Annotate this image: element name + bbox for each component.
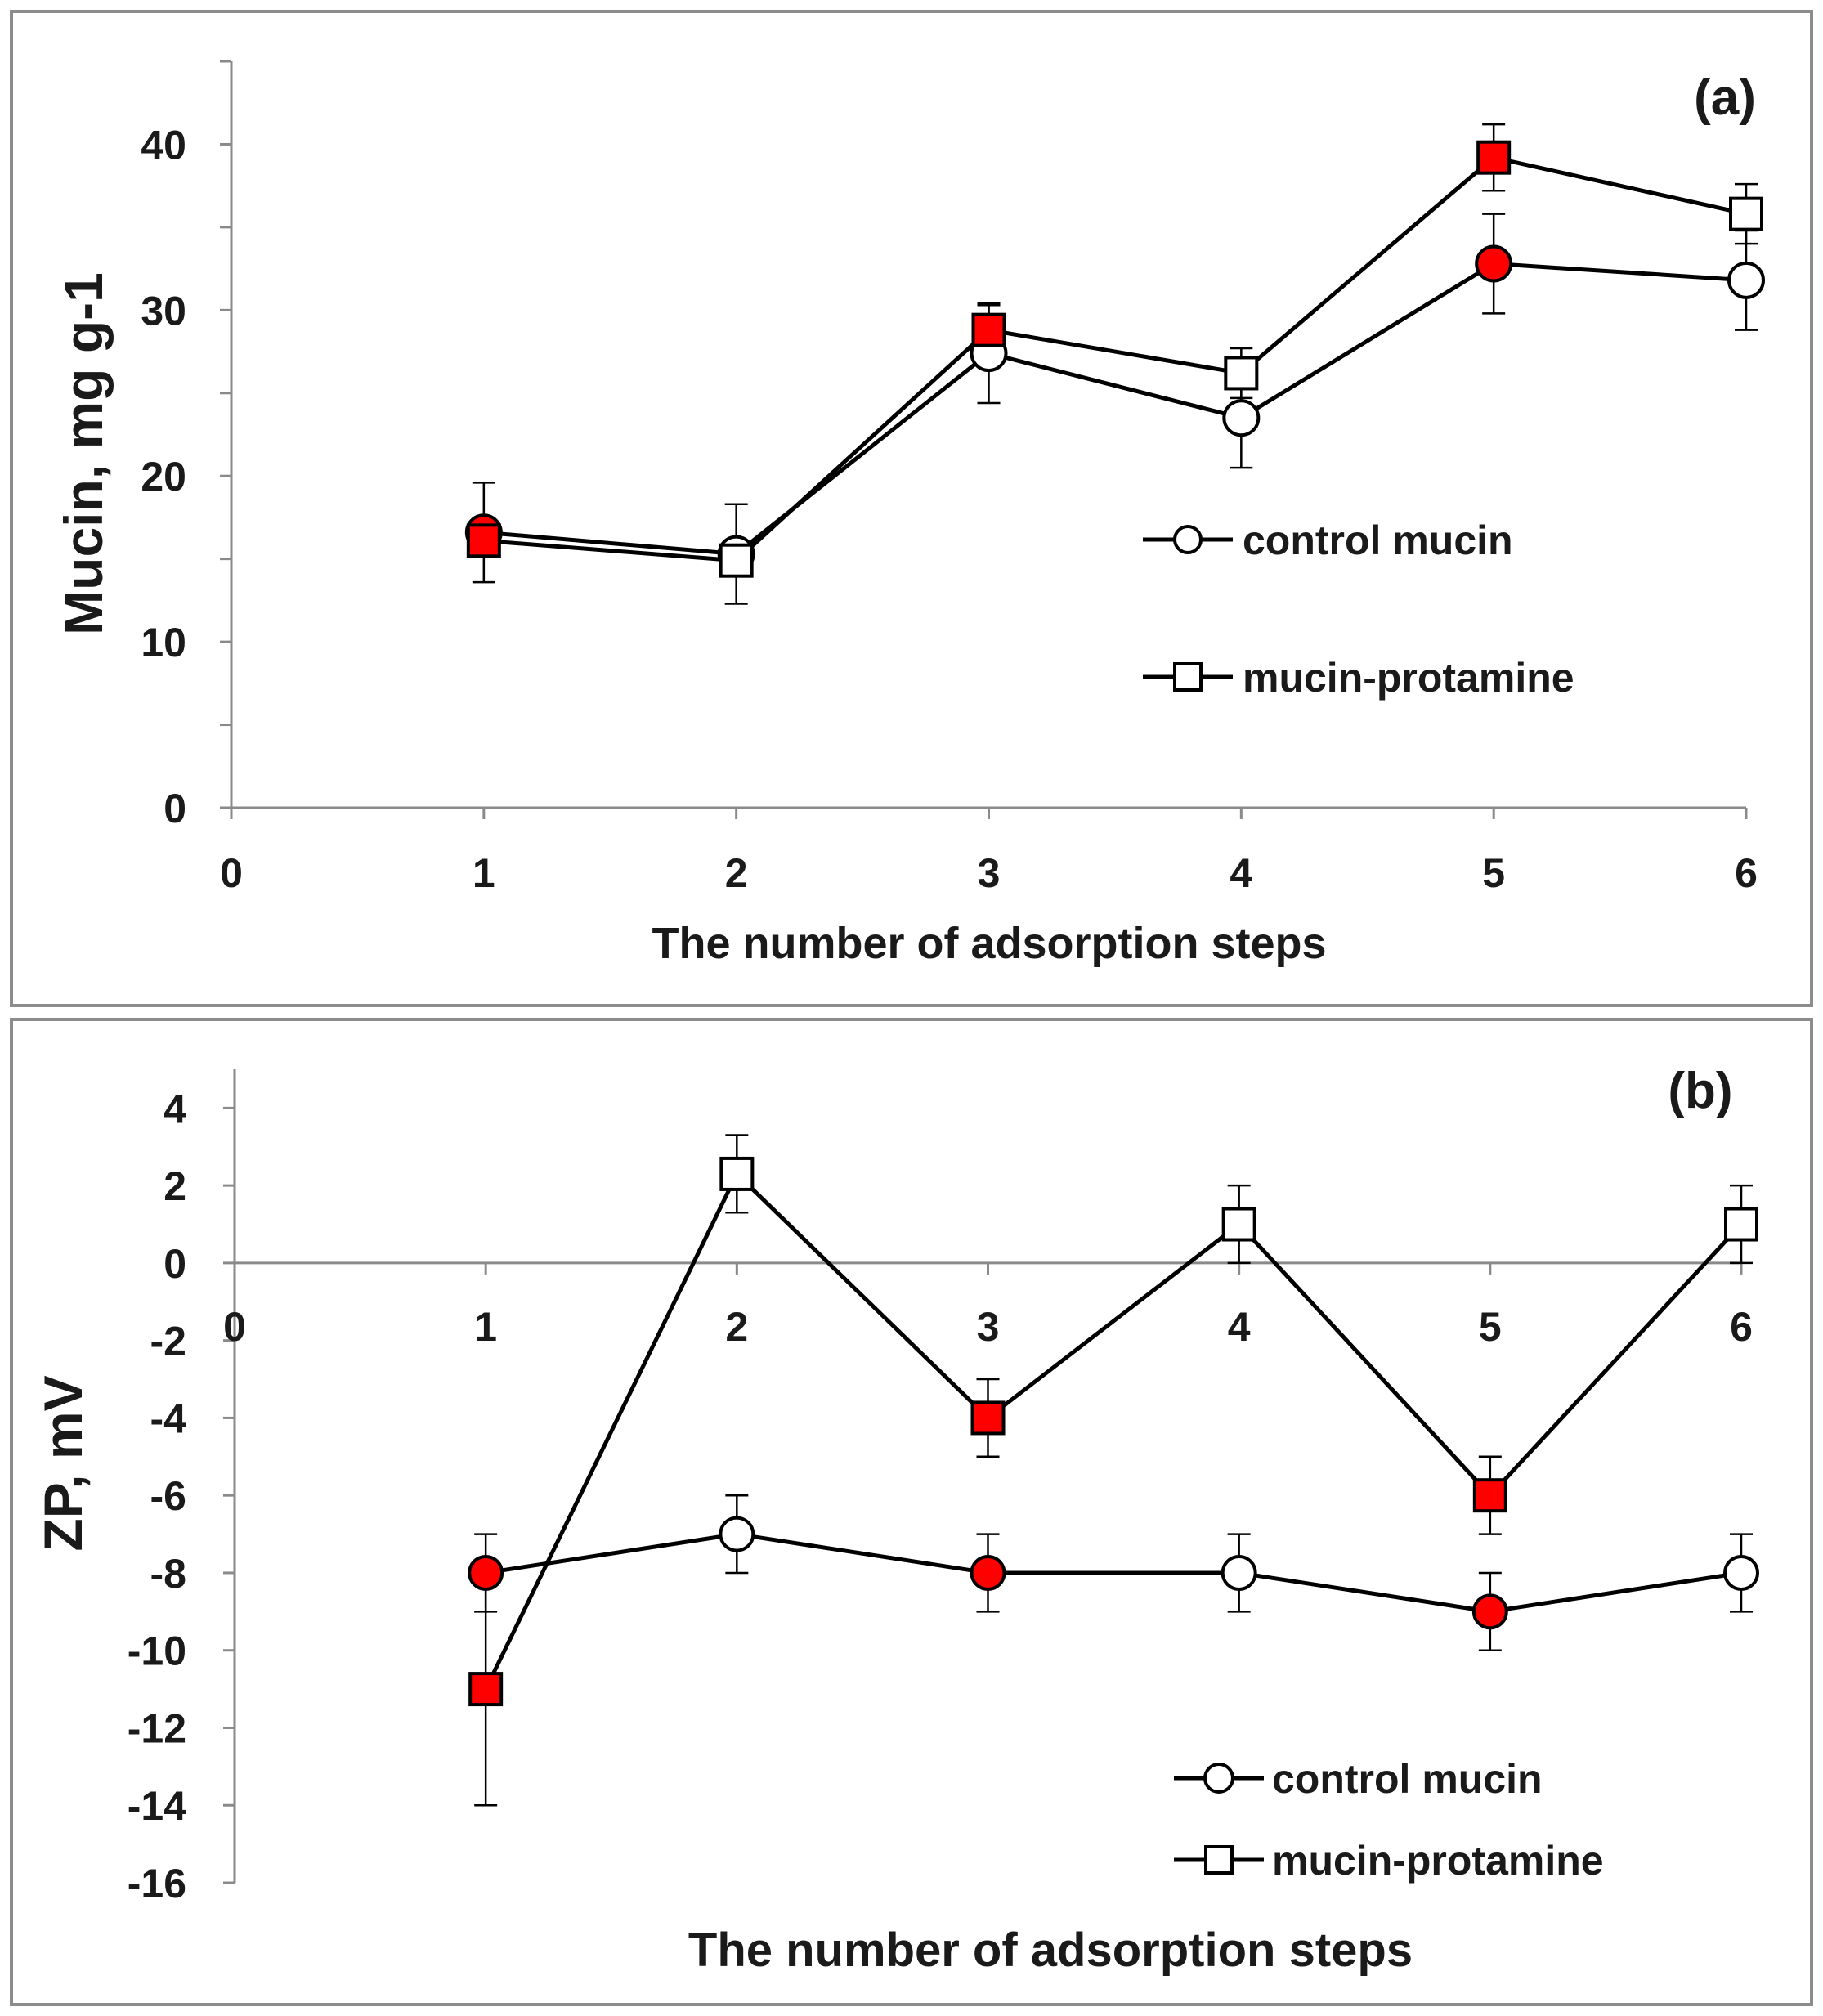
data-point-square: [970, 1400, 1006, 1436]
x-tick-label: 0: [223, 1304, 246, 1350]
data-point-square: [466, 523, 501, 558]
panel-a-x-axis-title: The number of adsorption steps: [652, 919, 1326, 968]
legend-label-mucin-protamine: mucin-protamine: [1272, 1838, 1604, 1884]
data-point-square: [719, 543, 754, 578]
y-tick-label: -14: [128, 1783, 186, 1829]
y-tick-label: 0: [163, 1241, 186, 1287]
panel-a-label: (a): [1694, 69, 1756, 126]
data-point-square: [468, 1672, 504, 1707]
data-point-circle: [1727, 261, 1765, 299]
x-tick-label: 4: [1230, 850, 1252, 896]
y-tick-label: 10: [141, 620, 186, 665]
series-line-mucin-protamine: [483, 1172, 1743, 1691]
x-tick-label: 6: [1735, 850, 1758, 896]
x-tick-label: 6: [1730, 1304, 1753, 1350]
data-point-circle: [1222, 399, 1261, 437]
data-point-circle: [468, 1554, 504, 1591]
panel-b-frame: [10, 1018, 1813, 2006]
series-line-mucin-protamine: [483, 155, 1747, 563]
panel-a-legend: control mucin mucin-protamine: [1143, 517, 1574, 701]
data-point-circle: [1221, 1554, 1257, 1591]
panel-a-frame: [10, 10, 1813, 1007]
x-tick-label: 4: [1228, 1304, 1251, 1350]
y-tick-label: 40: [141, 122, 186, 168]
x-tick-label: 0: [220, 850, 243, 896]
data-point-square: [1221, 1207, 1256, 1242]
data-point-square: [1224, 356, 1259, 391]
data-point-circle: [1475, 244, 1513, 283]
y-tick-label: 4: [163, 1086, 186, 1131]
panel-b: (b) The number of adsorption steps ZP, m…: [10, 1018, 1813, 2006]
x-tick-label: 1: [474, 1304, 497, 1350]
x-tick-label: 3: [977, 1304, 1000, 1350]
x-tick-label: 1: [473, 850, 495, 896]
x-tick-label: 2: [725, 850, 748, 896]
series-line-control-mucin: [483, 262, 1747, 557]
y-tick-label: -2: [150, 1319, 186, 1364]
panel-b-legend: control mucin mucin-protamine: [1174, 1756, 1604, 1884]
panel-a: (a) The number of adsorption steps Mucin…: [10, 10, 1813, 1007]
panel-b-label: (b): [1668, 1063, 1732, 1119]
data-point-square: [1476, 140, 1512, 175]
x-tick-label: 2: [725, 1304, 748, 1350]
panel-b-y-axis-title: ZP, mV: [33, 1375, 93, 1551]
data-point-circle: [1723, 1554, 1759, 1591]
y-tick-label: -6: [150, 1473, 186, 1519]
y-tick-label: -4: [150, 1396, 187, 1441]
legend-circle-icon: [1173, 525, 1203, 554]
panel-b-x-axis-title: The number of adsorption steps: [688, 1924, 1413, 1977]
legend-circle-icon: [1203, 1763, 1234, 1794]
legend-label-control-mucin: control mucin: [1243, 517, 1513, 563]
data-point-square: [719, 1156, 755, 1191]
data-point-circle: [970, 1554, 1006, 1591]
data-point-square: [1472, 1478, 1507, 1513]
y-tick-label: 0: [163, 786, 186, 831]
data-point-square: [1724, 1207, 1758, 1242]
x-tick-label: 5: [1482, 850, 1505, 896]
data-point-square: [971, 312, 1006, 347]
data-point-circle: [1471, 1593, 1508, 1630]
panel-a-y-axis-title: Mucin, mg g-1: [53, 272, 114, 635]
legend-label-mucin-protamine: mucin-protamine: [1243, 655, 1574, 701]
y-tick-label: -12: [128, 1705, 186, 1751]
data-point-square: [1729, 196, 1763, 231]
data-point-circle: [719, 1516, 755, 1552]
legend-square-icon: [1173, 662, 1203, 692]
y-tick-label: 2: [163, 1163, 186, 1209]
y-tick-label: -10: [128, 1628, 186, 1674]
x-tick-label: 3: [978, 850, 1001, 896]
legend-square-icon: [1204, 1845, 1234, 1875]
y-tick-label: 20: [141, 454, 186, 500]
x-tick-label: 5: [1479, 1304, 1502, 1350]
y-tick-label: -16: [128, 1861, 186, 1906]
y-tick-label: 30: [141, 288, 186, 334]
series-line-control-mucin: [485, 1532, 1742, 1614]
y-tick-label: -8: [150, 1551, 186, 1597]
legend-label-control-mucin: control mucin: [1272, 1756, 1543, 1802]
